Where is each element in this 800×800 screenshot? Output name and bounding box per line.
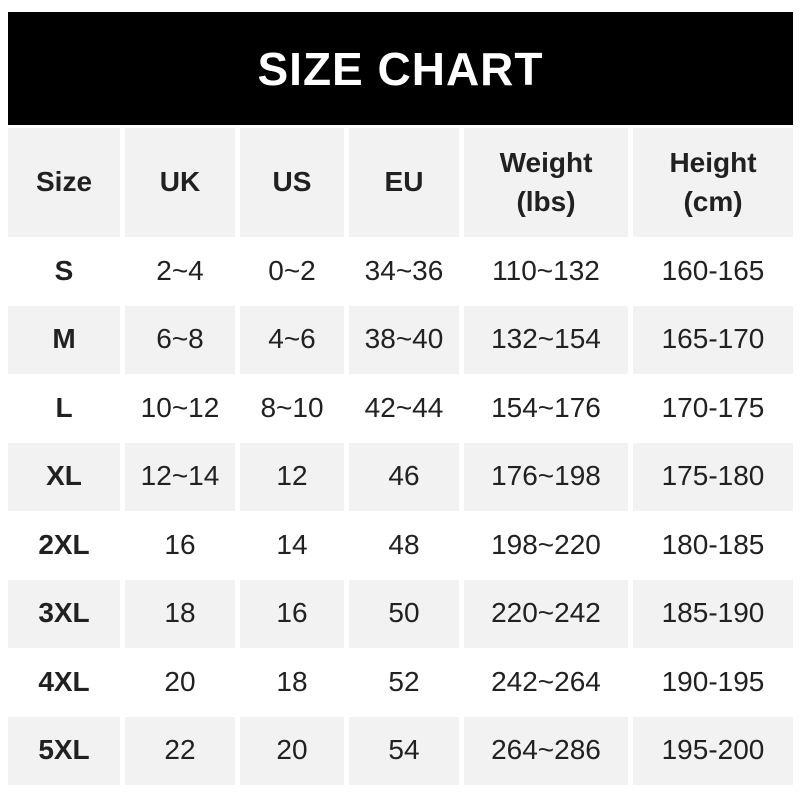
table-cell: 50 [349, 579, 459, 648]
table-cell: 12~14 [125, 442, 235, 511]
table-cell: 38~40 [349, 305, 459, 374]
table-cell: 20 [125, 648, 235, 717]
size-table: Size UK US EU Weight (lbs) Height (cm) S 2~4 0~2 34… [8, 128, 793, 785]
table-cell: 16 [240, 579, 344, 648]
table-cell: 154~176 [464, 374, 628, 443]
table-cell: 180-185 [633, 511, 793, 580]
table-cell: 110~132 [464, 237, 628, 306]
col-header-size: Size [8, 128, 120, 237]
table-cell: 46 [349, 442, 459, 511]
size-label-cell: S [8, 237, 120, 306]
table-cell: 190-195 [633, 648, 793, 717]
table-cell: 170-175 [633, 374, 793, 443]
table-cell: 34~36 [349, 237, 459, 306]
table-cell: 8~10 [240, 374, 344, 443]
page-title: SIZE CHART [257, 42, 544, 95]
col-header-weight: Weight (lbs) [464, 128, 628, 237]
col-header-eu: EU [349, 128, 459, 237]
size-label-cell: 2XL [8, 511, 120, 580]
col-header-label: Weight [499, 146, 593, 178]
col-header-height: Height (cm) [633, 128, 793, 237]
col-header-us: US [240, 128, 344, 237]
table-cell: 6~8 [125, 305, 235, 374]
table-cell: 18 [240, 648, 344, 717]
table-cell: 220~242 [464, 579, 628, 648]
table-cell: 175-180 [633, 442, 793, 511]
size-label-cell: 4XL [8, 648, 120, 717]
table-cell: 165-170 [633, 305, 793, 374]
table-cell: 185-190 [633, 579, 793, 648]
col-header-label: US [272, 166, 312, 198]
table-cell: 18 [125, 579, 235, 648]
table-cell: 16 [125, 511, 235, 580]
size-label-cell: M [8, 305, 120, 374]
table-cell: 132~154 [464, 305, 628, 374]
size-label-cell: XL [8, 442, 120, 511]
table-cell: 2~4 [125, 237, 235, 306]
col-header-uk: UK [125, 128, 235, 237]
table-cell: 48 [349, 511, 459, 580]
col-header-label: Size [35, 166, 93, 198]
banner: SIZE CHART [8, 12, 793, 125]
table-cell: 10~12 [125, 374, 235, 443]
col-header-label: Height [669, 146, 757, 178]
table-cell: 20 [240, 716, 344, 785]
table-cell: 22 [125, 716, 235, 785]
size-label-cell: L [8, 374, 120, 443]
table-cell: 160-165 [633, 237, 793, 306]
table-cell: 14 [240, 511, 344, 580]
table-cell: 4~6 [240, 305, 344, 374]
table-cell: 42~44 [349, 374, 459, 443]
table-cell: 0~2 [240, 237, 344, 306]
size-label-cell: 3XL [8, 579, 120, 648]
col-header-label: EU [384, 166, 424, 198]
col-header-unit: (lbs) [516, 185, 576, 217]
table-cell: 176~198 [464, 442, 628, 511]
col-header-unit: (cm) [683, 185, 743, 217]
size-label-cell: 5XL [8, 716, 120, 785]
table-cell: 195-200 [633, 716, 793, 785]
col-header-label: UK [159, 166, 201, 198]
table-cell: 242~264 [464, 648, 628, 717]
table-cell: 52 [349, 648, 459, 717]
table-cell: 264~286 [464, 716, 628, 785]
table-cell: 12 [240, 442, 344, 511]
table-cell: 54 [349, 716, 459, 785]
table-cell: 198~220 [464, 511, 628, 580]
